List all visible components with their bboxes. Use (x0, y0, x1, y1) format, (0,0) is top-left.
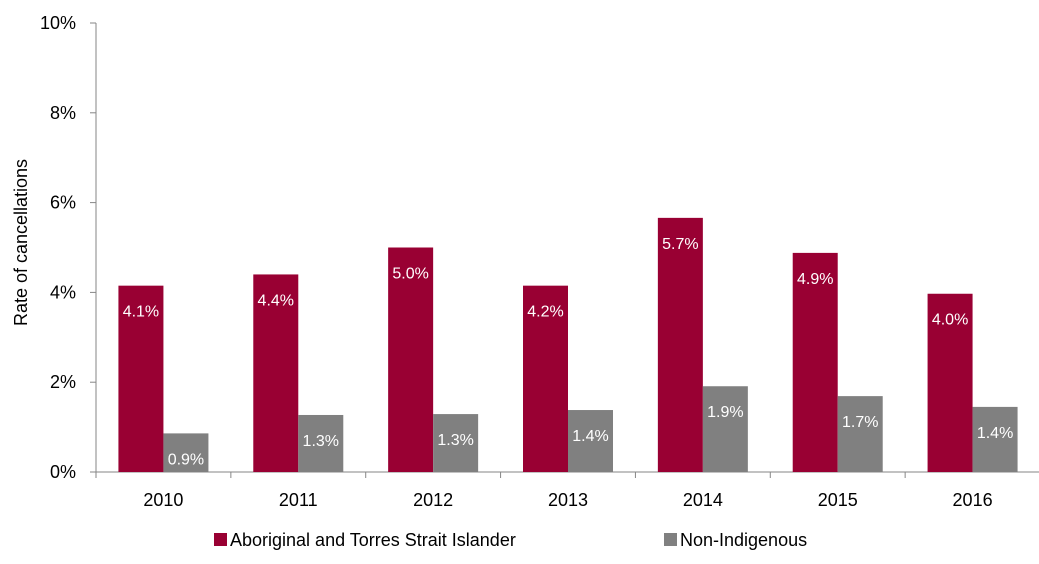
x-tick-label: 2013 (548, 490, 588, 510)
data-label: 4.9% (797, 271, 833, 288)
bar-indigenous (388, 247, 434, 472)
x-tick-label: 2012 (413, 490, 453, 510)
bar-indigenous (792, 252, 838, 472)
data-label: 0.9% (168, 451, 204, 468)
y-tick-label: 0% (50, 462, 76, 482)
y-tick-label: 6% (50, 193, 76, 213)
x-tick-label: 2016 (953, 490, 993, 510)
bar-indigenous (927, 293, 973, 472)
data-label: 5.7% (662, 236, 698, 253)
bar-non-indigenous (837, 396, 883, 472)
bar-non-indigenous (298, 414, 344, 472)
legend-swatch (214, 533, 227, 546)
data-label: 1.3% (437, 432, 473, 449)
bar-indigenous (523, 285, 568, 472)
bar-indigenous (253, 274, 299, 472)
y-tick-label: 2% (50, 372, 76, 392)
legend-swatch (664, 533, 677, 546)
legend-label: Non-Indigenous (680, 530, 807, 550)
data-label: 1.3% (303, 433, 339, 450)
bar-non-indigenous (568, 410, 613, 472)
bar-indigenous (118, 285, 164, 472)
y-tick-label: 4% (50, 282, 76, 302)
bar-indigenous (657, 217, 703, 472)
x-tick-label: 2015 (818, 490, 858, 510)
data-label: 1.9% (707, 404, 743, 421)
data-label: 4.1% (123, 304, 159, 321)
data-label: 1.4% (572, 428, 608, 445)
y-axis-title: Rate of cancellations (11, 159, 31, 326)
data-label: 4.4% (258, 292, 294, 309)
data-label: 4.0% (932, 312, 968, 329)
bar-non-indigenous (163, 433, 209, 472)
data-label: 5.0% (392, 266, 428, 283)
bar-non-indigenous (433, 414, 479, 472)
x-tick-label: 2010 (143, 490, 183, 510)
y-tick-label: 8% (50, 103, 76, 123)
bar-non-indigenous (702, 386, 748, 472)
data-label: 4.2% (527, 304, 563, 321)
legend-label: Aboriginal and Torres Strait Islander (230, 530, 516, 550)
data-label: 1.7% (842, 414, 878, 431)
data-label: 1.4% (977, 425, 1013, 442)
x-tick-label: 2011 (279, 490, 318, 510)
x-tick-label: 2014 (683, 490, 723, 510)
bar-non-indigenous (972, 406, 1018, 472)
y-tick-label: 10% (40, 13, 76, 33)
